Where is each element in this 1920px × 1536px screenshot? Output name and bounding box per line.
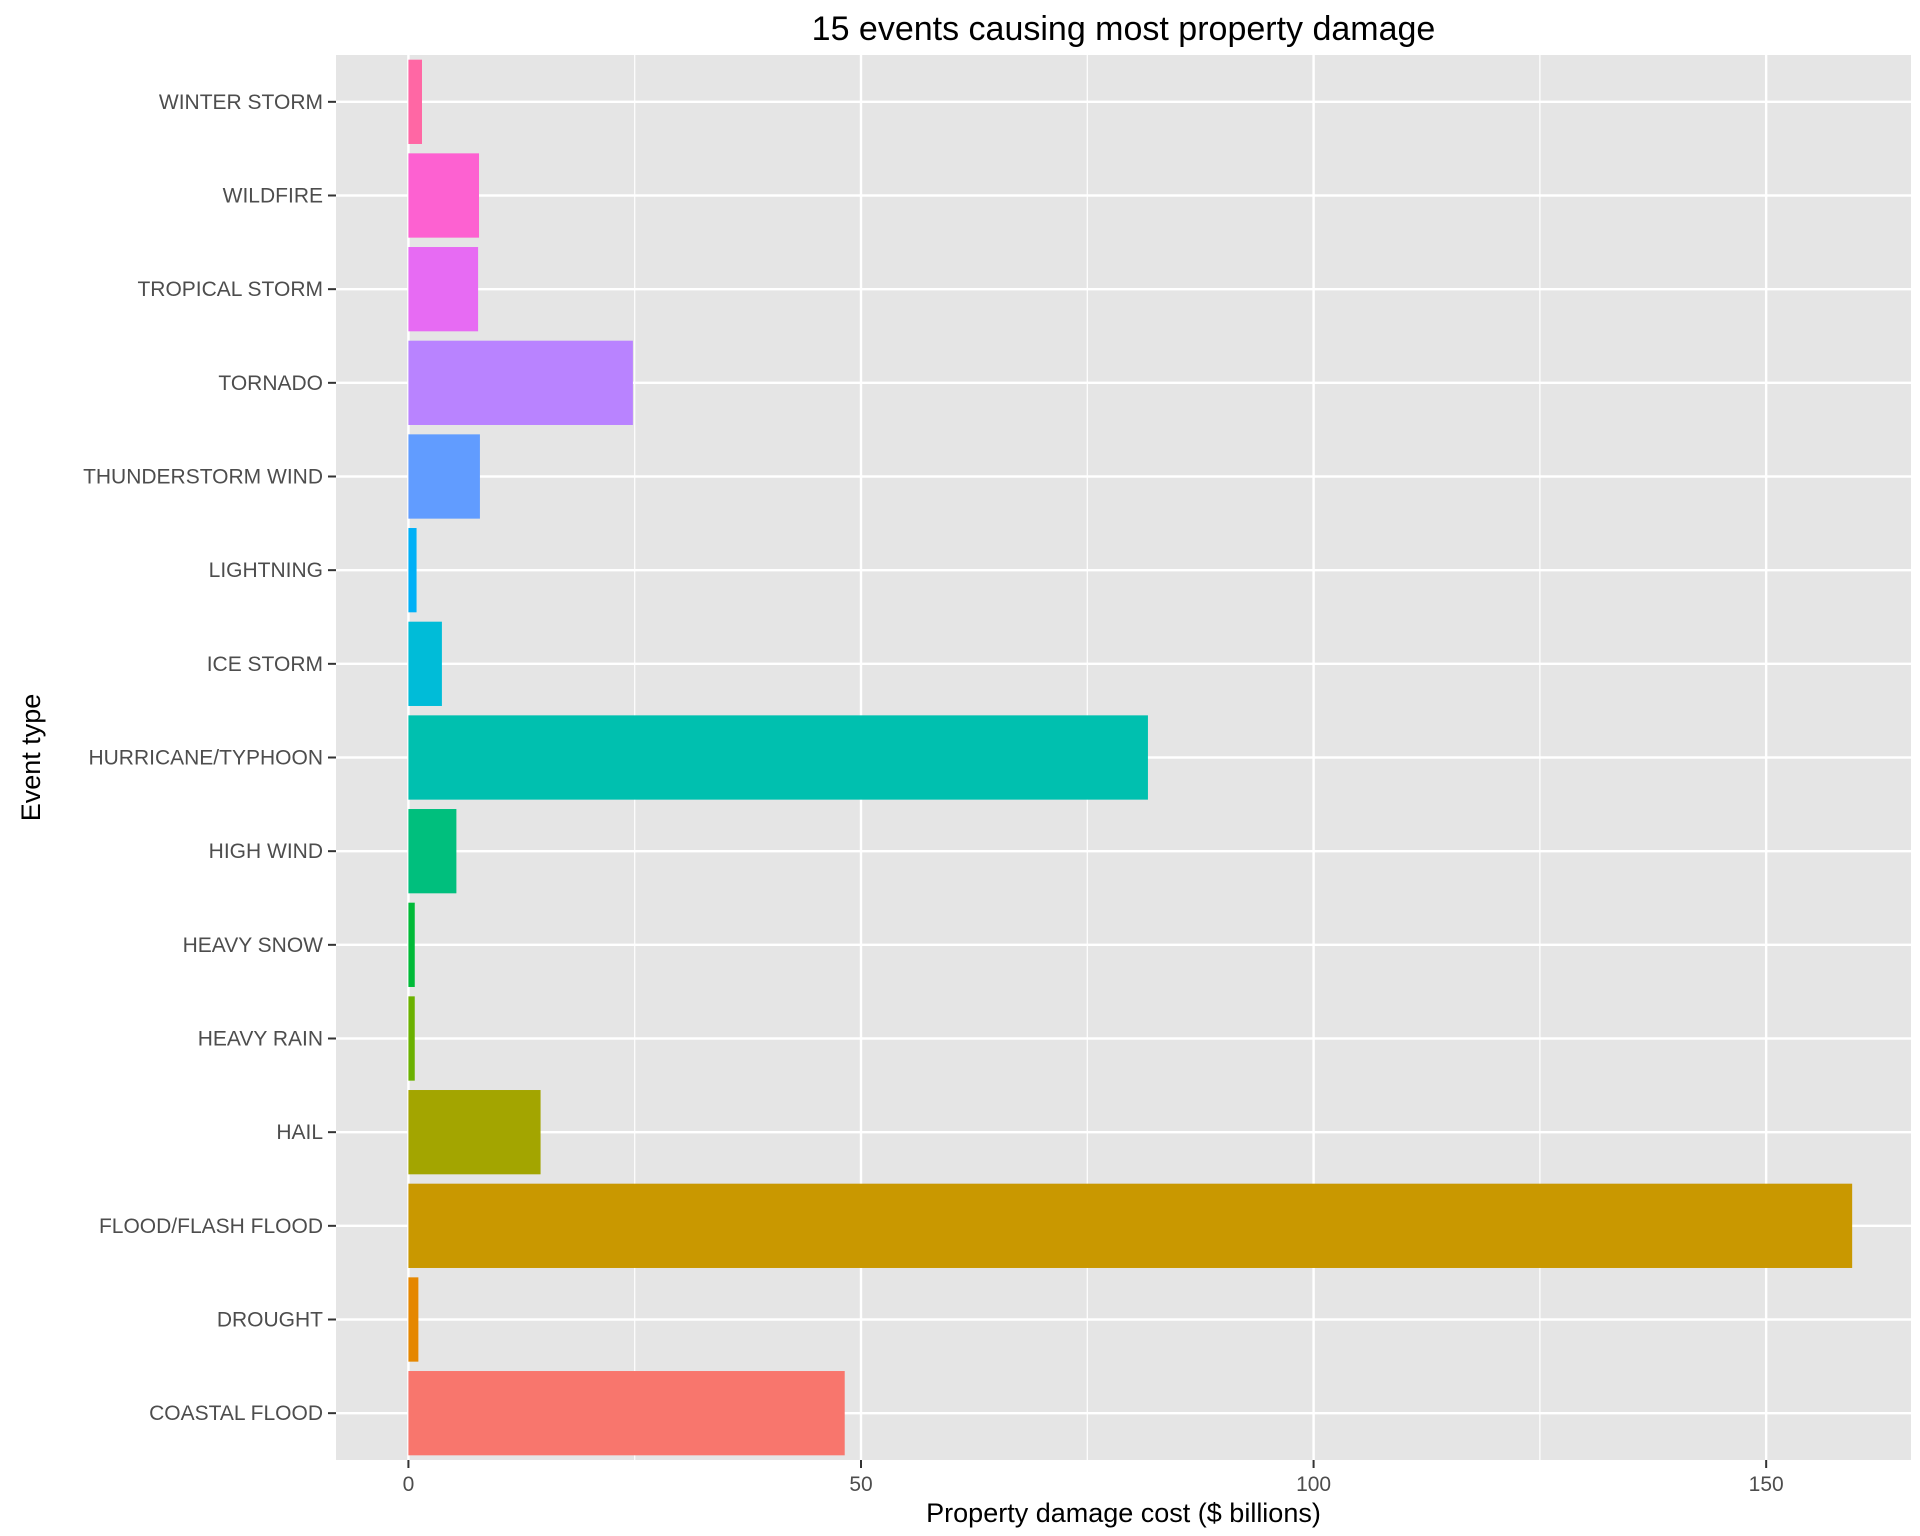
bar — [408, 715, 1148, 800]
bar — [408, 996, 415, 1081]
bar — [408, 340, 633, 425]
y-tick-label: WINTER STORM — [159, 91, 323, 114]
bar — [408, 153, 480, 238]
bar — [408, 59, 422, 144]
chart-title: 15 events causing most property damage — [812, 10, 1436, 48]
bar — [408, 1277, 419, 1362]
bar — [408, 1090, 541, 1175]
x-tick-label: 150 — [1749, 1473, 1784, 1496]
y-tick-label: ICE STORM — [207, 653, 323, 676]
x-tick-label: 100 — [1296, 1473, 1331, 1496]
y-tick-label: DROUGHT — [217, 1309, 323, 1332]
y-tick-label: HURRICANE/TYPHOON — [88, 747, 323, 770]
y-tick-label: HIGH WIND — [209, 840, 323, 863]
bar — [408, 528, 417, 613]
y-tick-label: WILDFIRE — [223, 185, 323, 208]
x-tick-label: 0 — [403, 1473, 415, 1496]
bar — [408, 247, 479, 332]
x-axis: 0 50 100 150 — [403, 1460, 1784, 1496]
y-tick-label: LIGHTNING — [209, 559, 323, 582]
y-axis-title: Event type — [16, 694, 46, 822]
x-axis-title: Property damage cost ($ billions) — [926, 1498, 1321, 1528]
y-tick-label: TORNADO — [218, 372, 323, 395]
bar — [408, 809, 457, 894]
y-tick-label: HEAVY RAIN — [198, 1028, 323, 1051]
y-tick-label: COASTAL FLOOD — [149, 1402, 323, 1425]
x-tick-label: 50 — [849, 1473, 872, 1496]
bar — [408, 621, 442, 706]
y-tick-label: HAIL — [276, 1121, 323, 1144]
y-tick-label: HEAVY SNOW — [183, 934, 324, 957]
bar — [408, 1183, 1853, 1268]
bar — [408, 902, 415, 987]
y-tick-label: THUNDERSTORM WIND — [83, 466, 323, 489]
y-tick-label: TROPICAL STORM — [137, 278, 323, 301]
bar — [408, 1371, 845, 1456]
bars — [408, 59, 1853, 1456]
y-axis: COASTAL FLOOD DROUGHT FLOOD/FLASH FLOOD HAI… — [83, 91, 336, 1425]
y-tick-label: FLOOD/FLASH FLOOD — [99, 1215, 323, 1238]
bar — [408, 434, 480, 519]
